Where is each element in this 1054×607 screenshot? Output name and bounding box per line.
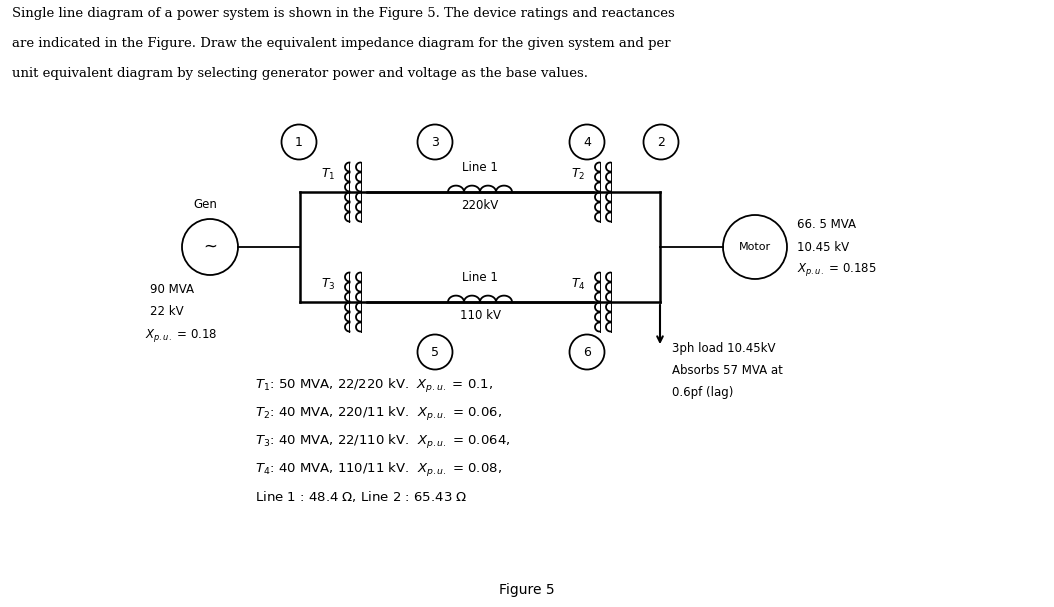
Text: Absorbs 57 MVA at: Absorbs 57 MVA at — [672, 364, 783, 377]
Text: Figure 5: Figure 5 — [500, 583, 554, 597]
Text: 110 kV: 110 kV — [460, 309, 501, 322]
Text: 10.45 kV: 10.45 kV — [797, 240, 850, 254]
Text: 90 MVA: 90 MVA — [150, 283, 194, 296]
Text: Motor: Motor — [739, 242, 772, 252]
Text: 0.6pf (lag): 0.6pf (lag) — [672, 386, 734, 399]
Text: 3: 3 — [431, 135, 438, 149]
Text: $T_4$: 40 MVA, 110/11 kV.  $X_{p.u.}$ = 0.08,: $T_4$: 40 MVA, 110/11 kV. $X_{p.u.}$ = 0… — [255, 461, 502, 479]
Text: $X_{p.u.}$ = 0.18: $X_{p.u.}$ = 0.18 — [145, 327, 217, 344]
Text: $T_3$: 40 MVA, 22/110 kV.  $X_{p.u.}$ = 0.064,: $T_3$: 40 MVA, 22/110 kV. $X_{p.u.}$ = 0… — [255, 433, 510, 451]
Text: $T_4$: $T_4$ — [570, 277, 585, 292]
Text: unit equivalent diagram by selecting generator power and voltage as the base val: unit equivalent diagram by selecting gen… — [12, 67, 588, 80]
Text: $T_2$: 40 MVA, 220/11 kV.  $X_{p.u.}$ = 0.06,: $T_2$: 40 MVA, 220/11 kV. $X_{p.u.}$ = 0… — [255, 405, 502, 423]
Text: $T_1$: 50 MVA, 22/220 kV.  $X_{p.u.}$ = 0.1,: $T_1$: 50 MVA, 22/220 kV. $X_{p.u.}$ = 0… — [255, 377, 493, 395]
Text: 3ph load 10.45kV: 3ph load 10.45kV — [672, 342, 776, 355]
Text: 6: 6 — [583, 345, 591, 359]
Text: Gen: Gen — [193, 198, 217, 211]
Text: $T_2$: $T_2$ — [571, 167, 585, 182]
Text: $T_3$: $T_3$ — [320, 277, 335, 292]
Text: 220kV: 220kV — [462, 199, 499, 212]
Text: ~: ~ — [203, 238, 217, 256]
Text: Line 1: Line 1 — [462, 271, 497, 284]
Text: $X_{p.u.}$ = 0.185: $X_{p.u.}$ = 0.185 — [797, 260, 877, 277]
Text: Single line diagram of a power system is shown in the Figure 5. The device ratin: Single line diagram of a power system is… — [12, 7, 675, 20]
Text: Line 1: Line 1 — [462, 161, 497, 174]
Text: are indicated in the Figure. Draw the equivalent impedance diagram for the given: are indicated in the Figure. Draw the eq… — [12, 37, 670, 50]
Text: 1: 1 — [295, 135, 302, 149]
Text: 66. 5 MVA: 66. 5 MVA — [797, 219, 856, 231]
Text: 22 kV: 22 kV — [150, 305, 183, 318]
Text: $T_1$: $T_1$ — [320, 167, 335, 182]
Text: 4: 4 — [583, 135, 591, 149]
Text: Line 1 : 48.4 $\Omega$, Line 2 : 65.43 $\Omega$: Line 1 : 48.4 $\Omega$, Line 2 : 65.43 $… — [255, 489, 467, 504]
Text: 2: 2 — [657, 135, 665, 149]
Text: 5: 5 — [431, 345, 440, 359]
